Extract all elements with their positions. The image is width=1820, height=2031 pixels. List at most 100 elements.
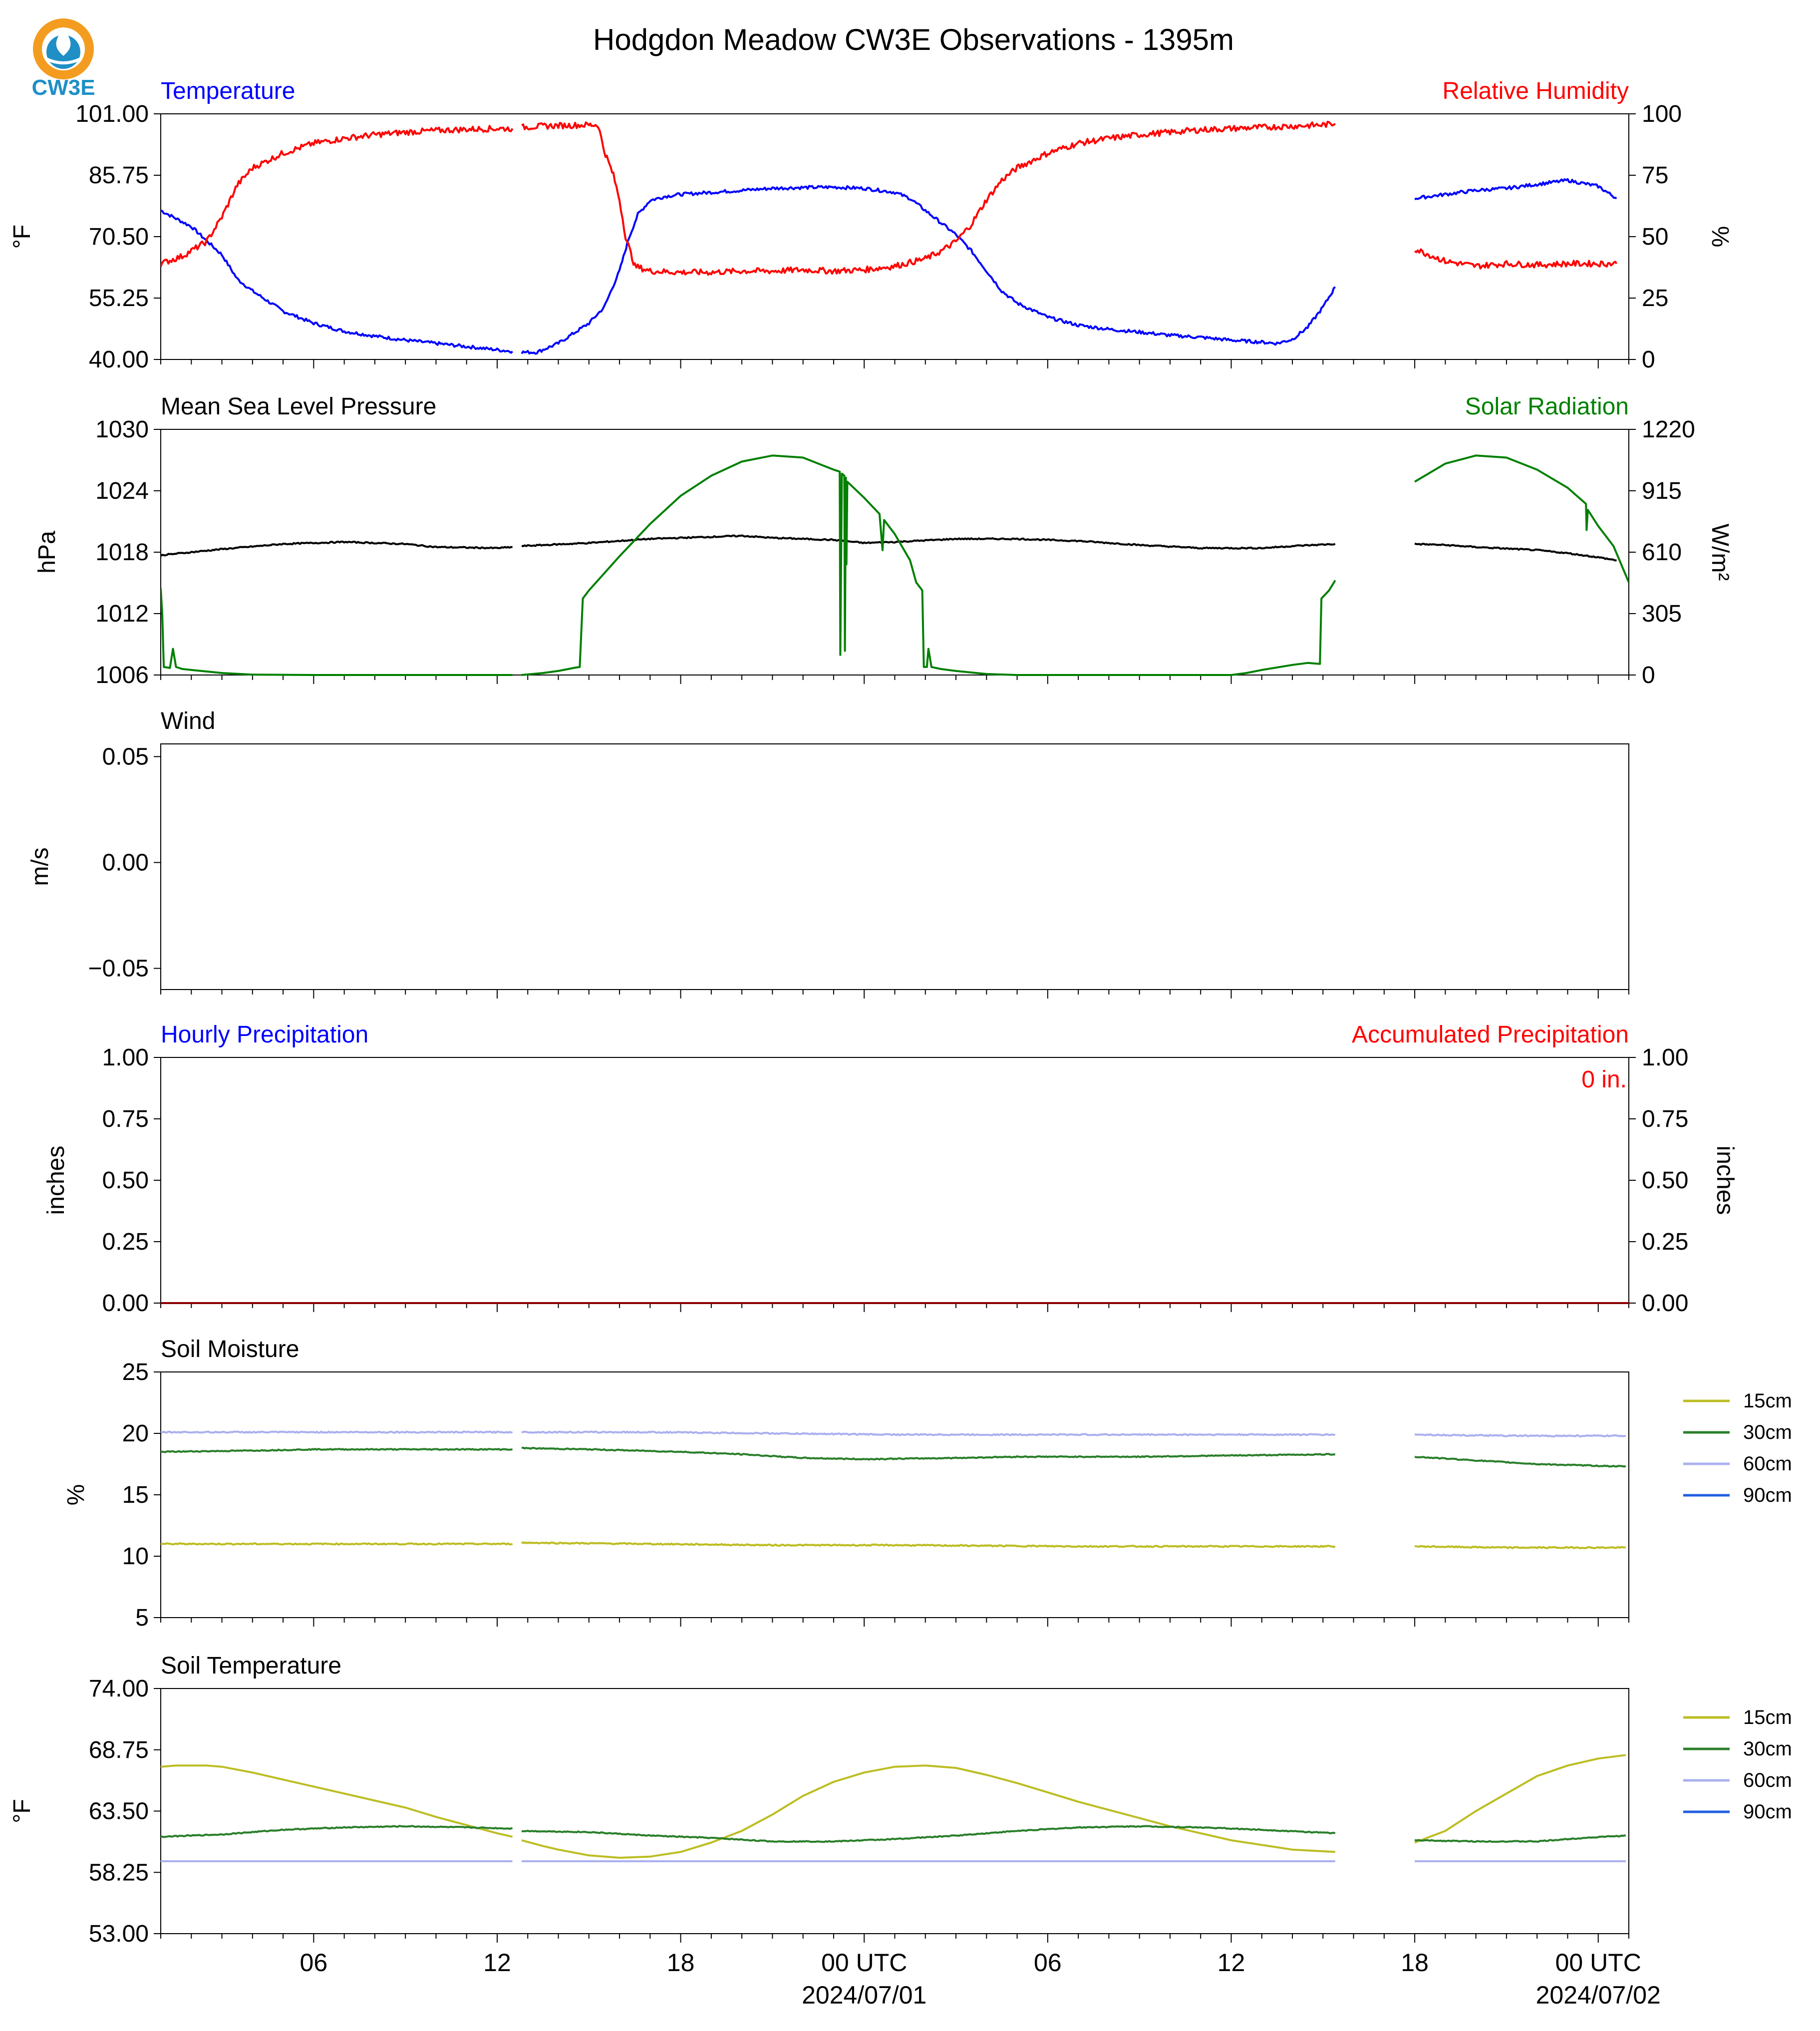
y-tick-label-left: 101.00 bbox=[75, 101, 149, 127]
y-tick-label-right: 610 bbox=[1642, 539, 1682, 566]
y-axis-label-right: % bbox=[1707, 226, 1733, 248]
y-tick-label-left: 1030 bbox=[95, 416, 149, 443]
y-tick-label-left: 68.75 bbox=[89, 1737, 149, 1763]
x-tick-label: 00 UTC bbox=[1555, 1949, 1641, 1977]
y-axis-label-right: W/m² bbox=[1707, 524, 1733, 581]
y-tick-label-left: 1024 bbox=[95, 478, 149, 504]
y-tick-label-left: 5 bbox=[135, 1605, 149, 1631]
logo-drop bbox=[56, 27, 71, 56]
legend-entry: 15cm bbox=[1743, 1390, 1792, 1412]
legend-entry: 90cm bbox=[1743, 1801, 1792, 1823]
y-tick-label-left: 15 bbox=[122, 1482, 149, 1508]
series-line-right-seg2 bbox=[1414, 454, 1629, 583]
y-tick-label-right: 100 bbox=[1642, 101, 1682, 127]
cw3e-logo: CW3E bbox=[31, 18, 95, 100]
y-tick-label-left: 55.25 bbox=[89, 285, 149, 312]
y-tick-label-left: 0.50 bbox=[102, 1167, 149, 1194]
y-tick-label-right: 1.00 bbox=[1642, 1044, 1688, 1071]
x-tick-label: 18 bbox=[1401, 1949, 1429, 1977]
y-axis-label-left: hPa bbox=[34, 531, 60, 574]
panel-title-left: Temperature bbox=[161, 78, 295, 104]
y-axis-label-left: °F bbox=[9, 225, 35, 249]
series-line-right-seg0 bbox=[161, 588, 513, 676]
y-tick-label-left: 85.75 bbox=[89, 162, 149, 189]
y-tick-label-left: −0.05 bbox=[88, 956, 149, 982]
y-tick-label-left: 58.25 bbox=[89, 1859, 149, 1886]
water-drop-logo-icon bbox=[33, 18, 94, 79]
series-line-60cm-seg1 bbox=[521, 1430, 1336, 1436]
y-tick-label-left: 20 bbox=[122, 1420, 149, 1447]
y-tick-label-right: 25 bbox=[1642, 285, 1668, 312]
series-line-30cm-seg1 bbox=[521, 1825, 1336, 1843]
panel-title-left: Soil Temperature bbox=[161, 1653, 341, 1679]
legend-entry: 90cm bbox=[1743, 1484, 1792, 1506]
series-line-15cm-seg0 bbox=[161, 1764, 513, 1838]
y-tick-label-left: 1.00 bbox=[102, 1044, 149, 1071]
panel-title-left: Mean Sea Level Pressure bbox=[161, 393, 436, 420]
y-tick-label-right: 0.50 bbox=[1642, 1167, 1688, 1194]
y-tick-label-left: 1006 bbox=[95, 662, 149, 688]
series-line-15cm-seg2 bbox=[1414, 1545, 1626, 1549]
y-tick-label-left: 53.00 bbox=[89, 1921, 149, 1947]
y-tick-label-left: 63.50 bbox=[89, 1798, 149, 1825]
x-tick-label: 12 bbox=[483, 1949, 511, 1977]
logo-text: CW3E bbox=[31, 75, 95, 100]
y-axis-label-left: inches bbox=[43, 1146, 69, 1215]
x-tick-label: 06 bbox=[300, 1949, 328, 1977]
logo-wave bbox=[45, 57, 81, 64]
y-tick-label-right: 50 bbox=[1642, 224, 1668, 250]
y-tick-label-right: 0 bbox=[1642, 662, 1655, 688]
panel-title-left: Hourly Precipitation bbox=[161, 1021, 368, 1048]
series-line-30cm-seg0 bbox=[161, 1825, 513, 1838]
y-tick-label-right: 75 bbox=[1642, 162, 1668, 189]
series-line-30cm-seg0 bbox=[161, 1448, 513, 1453]
panel-pressure: Mean Sea Level Pressure Solar Radiation 10… bbox=[34, 393, 1733, 688]
series-line-left-seg1 bbox=[521, 534, 1336, 550]
y-tick-label-right: 0 bbox=[1642, 346, 1655, 373]
series-line-right-seg2 bbox=[1414, 248, 1618, 270]
y-tick-label-left: 0.25 bbox=[102, 1229, 149, 1255]
accumulated-total-label: 0 in. bbox=[1581, 1066, 1627, 1093]
legend-entry: 60cm bbox=[1743, 1769, 1792, 1791]
y-tick-label-left: 0.00 bbox=[102, 1290, 149, 1317]
x-tick-label: 12 bbox=[1217, 1949, 1245, 1977]
y-tick-label-left: 1012 bbox=[95, 601, 149, 627]
y-tick-label-left: 74.00 bbox=[89, 1676, 149, 1702]
series-group bbox=[161, 1430, 1626, 1549]
panel-soil-temperature: Soil Temperature 53.00 58.25 63.50 68.75 74.0… bbox=[9, 1653, 1792, 1947]
y-tick-label-left: 1018 bbox=[95, 539, 149, 566]
y-tick-label-left: 0.00 bbox=[102, 850, 149, 876]
legend: 15cm 30cm 60cm 90cm bbox=[1683, 1706, 1792, 1823]
series-line-right-seg0 bbox=[161, 125, 514, 267]
series-group bbox=[161, 454, 1629, 676]
panel-wind: Wind −0.05 0.00 0.05 m/s bbox=[27, 708, 1629, 999]
series-line-30cm-seg1 bbox=[521, 1446, 1336, 1461]
series-line-left-seg2 bbox=[1414, 542, 1617, 562]
y-tick-label-right: 0.75 bbox=[1642, 1106, 1688, 1132]
legend-entry: 30cm bbox=[1743, 1738, 1792, 1760]
series-group bbox=[161, 1754, 1626, 1862]
y-tick-label-left: 0.75 bbox=[102, 1106, 149, 1132]
x-date-label: 2024/07/01 bbox=[802, 1981, 926, 2009]
y-axis-label-left: °F bbox=[9, 1799, 35, 1823]
y-tick-label-left: 0.05 bbox=[102, 743, 149, 770]
series-line-left-seg2 bbox=[1414, 178, 1617, 201]
series-line-left-seg0 bbox=[161, 209, 513, 354]
panel-title-left: Wind bbox=[161, 708, 215, 734]
y-axis-label-right: inches bbox=[1712, 1146, 1738, 1215]
series-line-60cm-seg2 bbox=[1414, 1433, 1626, 1438]
x-tick-label: 00 UTC bbox=[821, 1949, 907, 1977]
y-tick-label-left: 10 bbox=[122, 1543, 149, 1570]
series-line-15cm-seg2 bbox=[1414, 1754, 1626, 1844]
figure-title: Hodgdon Meadow CW3E Observations - 1395m bbox=[593, 23, 1234, 56]
legend: 15cm 30cm 60cm 90cm bbox=[1683, 1390, 1792, 1506]
x-tick-label: 06 bbox=[1034, 1949, 1062, 1977]
panel-soil-moisture: Soil Moisture 5 10 15 20 25% 15cm 30cm 60cm 90cm bbox=[63, 1336, 1792, 1631]
series-line-15cm-seg1 bbox=[521, 1541, 1336, 1548]
panel-precipitation: Hourly Precipitation Accumulated Precipit… bbox=[43, 1021, 1738, 1317]
legend-entry: 15cm bbox=[1743, 1706, 1792, 1728]
y-tick-label-left: 25 bbox=[122, 1359, 149, 1385]
panel-title-right: Relative Humidity bbox=[1443, 78, 1629, 104]
